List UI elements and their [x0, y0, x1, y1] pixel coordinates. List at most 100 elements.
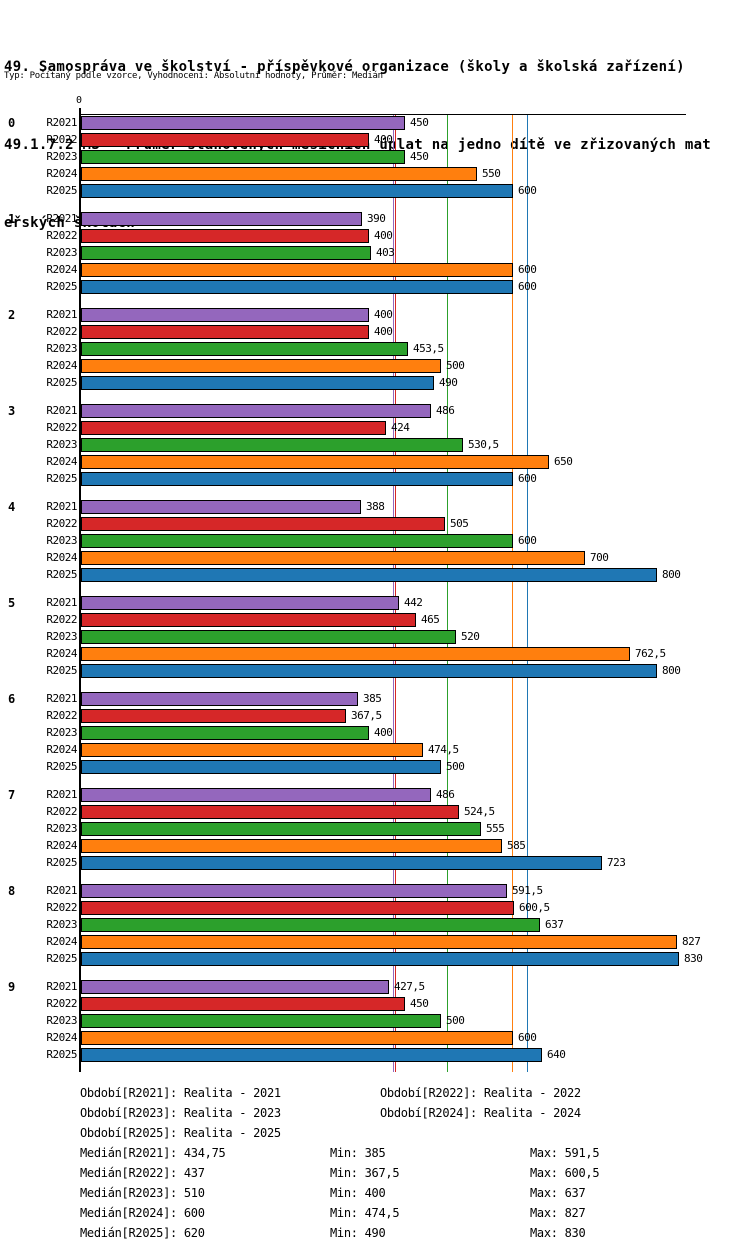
group-label: 8 — [8, 884, 16, 898]
bar-group-3: 3 R2021 486 R2022 424 R2023 530,5 R2024 650 R2025… — [0, 404, 750, 489]
bar-row: R2022 524,5 — [0, 805, 750, 822]
bar-group-6: 6 R2021 385 R2022 367,5 R2023 400 R2024 474,5 R20… — [0, 692, 750, 777]
group-label: 9 — [8, 980, 16, 994]
stat-min-label: Min: 400 — [330, 1186, 386, 1200]
series-label: R2024 — [46, 1031, 77, 1044]
bar-value-label: 830 — [684, 952, 703, 965]
bar-row: R2021 486 — [0, 404, 750, 421]
bar-value-label: 450 — [410, 150, 429, 163]
stat-max-label: Max: 600,5 — [530, 1166, 600, 1180]
bar-value-label: 450 — [410, 997, 429, 1010]
bar-r2021-group7 — [81, 788, 431, 802]
bar-group-2: 2 R2021 400 R2022 400 R2023 453,5 R2024 500 R2025… — [0, 308, 750, 393]
bar-group-7: 7 R2021 486 R2022 524,5 R2023 555 R2024 585 R2025… — [0, 788, 750, 873]
bar-r2023-group5 — [81, 630, 456, 644]
bar-row: R2024 600 — [0, 263, 750, 280]
bar-r2021-group8 — [81, 884, 507, 898]
series-label: R2023 — [46, 246, 77, 259]
bar-r2022-group2 — [81, 325, 369, 339]
series-label: R2023 — [46, 918, 77, 931]
y-axis-line — [79, 108, 81, 1072]
series-label: R2024 — [46, 359, 77, 372]
bar-value-label: 585 — [507, 839, 526, 852]
legend-stat-row: Medián[R2023]: 510 Min: 400 Max: 637 — [0, 1186, 750, 1206]
bar-r2023-group1 — [81, 246, 371, 260]
bar-chart: 0 0 R2021 450 R2022 400 R2023 450 R2024 550 R2025… — [0, 95, 750, 1076]
series-label: R2022 — [46, 421, 77, 434]
median-line-r2024 — [512, 115, 513, 1072]
bar-row: R2021 442 — [0, 596, 750, 613]
bar-row: R2023 403 — [0, 246, 750, 263]
group-label: 0 — [8, 116, 16, 130]
bar-row: R2025 800 — [0, 664, 750, 681]
group-label: 3 — [8, 404, 16, 418]
bar-r2025-group8 — [81, 952, 679, 966]
series-label: R2023 — [46, 534, 77, 547]
legend-stat-row: Medián[R2025]: 620 Min: 490 Max: 830 — [0, 1226, 750, 1246]
bar-r2022-group9 — [81, 997, 405, 1011]
series-label: R2025 — [46, 856, 77, 869]
legend-period-row: Období[R2025]: Realita - 2025 — [0, 1126, 750, 1146]
bar-r2025-group6 — [81, 760, 441, 774]
bar-group-1: 1 R2021 390 R2022 400 R2023 403 R2024 600 R2025 60… — [0, 212, 750, 297]
bar-r2025-group1 — [81, 280, 513, 294]
x-axis-zero-tick: 0 — [76, 95, 83, 106]
bar-value-label: 600 — [518, 534, 537, 547]
bar-row: R2025 600 — [0, 184, 750, 201]
bar-row: R2023 500 — [0, 1014, 750, 1031]
median-line-r2022 — [395, 115, 396, 1072]
series-label: R2022 — [46, 805, 77, 818]
bar-r2021-group5 — [81, 596, 399, 610]
bar-value-label: 555 — [486, 822, 505, 835]
bar-row: R2025 600 — [0, 280, 750, 297]
bar-value-label: 600 — [518, 263, 537, 276]
bar-value-label: 600,5 — [519, 901, 550, 914]
series-label: R2023 — [46, 342, 77, 355]
bar-value-label: 723 — [607, 856, 626, 869]
bar-row: R2021 427,5 — [0, 980, 750, 997]
bar-value-label: 400 — [374, 726, 393, 739]
bar-row: R2025 640 — [0, 1048, 750, 1065]
bar-r2021-group1 — [81, 212, 362, 226]
legend-period-label: Období[R2023]: Realita - 2023 — [80, 1106, 281, 1120]
bar-value-label: 637 — [545, 918, 564, 931]
bar-r2022-group4 — [81, 517, 445, 531]
bar-row: R2022 600,5 — [0, 901, 750, 918]
bar-value-label: 388 — [366, 500, 385, 513]
bar-value-label: 800 — [662, 664, 681, 677]
series-label: R2023 — [46, 438, 77, 451]
bar-r2025-group2 — [81, 376, 434, 390]
series-label: R2025 — [46, 184, 77, 197]
bar-value-label: 800 — [662, 568, 681, 581]
bar-r2023-group4 — [81, 534, 513, 548]
bar-group-9: 9 R2021 427,5 R2022 450 R2023 500 R2024 600 R2025… — [0, 980, 750, 1065]
bar-value-label: 385 — [363, 692, 382, 705]
bar-value-label: 591,5 — [512, 884, 543, 897]
bar-r2024-group9 — [81, 1031, 513, 1045]
bar-r2025-group3 — [81, 472, 513, 486]
bar-value-label: 450 — [410, 116, 429, 129]
bar-groups: 0 R2021 450 R2022 400 R2023 450 R2024 550 R2025 60… — [0, 116, 750, 1076]
chart-footer: Období[R2021]: Realita - 2021 Období[R202… — [0, 1086, 750, 1246]
bar-row: R2024 585 — [0, 839, 750, 856]
stat-median-label: Medián[R2022]: 437 — [80, 1166, 205, 1180]
stat-median-label: Medián[R2023]: 510 — [80, 1186, 205, 1200]
report-meta-line: Typ: Počítaný podle vzorce, Vyhodnocení:… — [4, 71, 383, 81]
group-label: 7 — [8, 788, 16, 802]
bar-r2022-group8 — [81, 901, 514, 915]
bar-value-label: 400 — [374, 308, 393, 321]
bar-r2022-group1 — [81, 229, 369, 243]
legend-period-row: Období[R2021]: Realita - 2021 Období[R202… — [0, 1086, 750, 1106]
series-label: R2021 — [46, 116, 77, 129]
series-label: R2025 — [46, 568, 77, 581]
bar-row: R2024 700 — [0, 551, 750, 568]
bar-row: R2025 600 — [0, 472, 750, 489]
group-label: 6 — [8, 692, 16, 706]
series-label: R2024 — [46, 935, 77, 948]
series-label: R2021 — [46, 212, 77, 225]
series-label: R2025 — [46, 472, 77, 485]
bar-value-label: 465 — [421, 613, 440, 626]
series-label: R2021 — [46, 500, 77, 513]
bar-r2025-group4 — [81, 568, 657, 582]
series-label: R2022 — [46, 133, 77, 146]
